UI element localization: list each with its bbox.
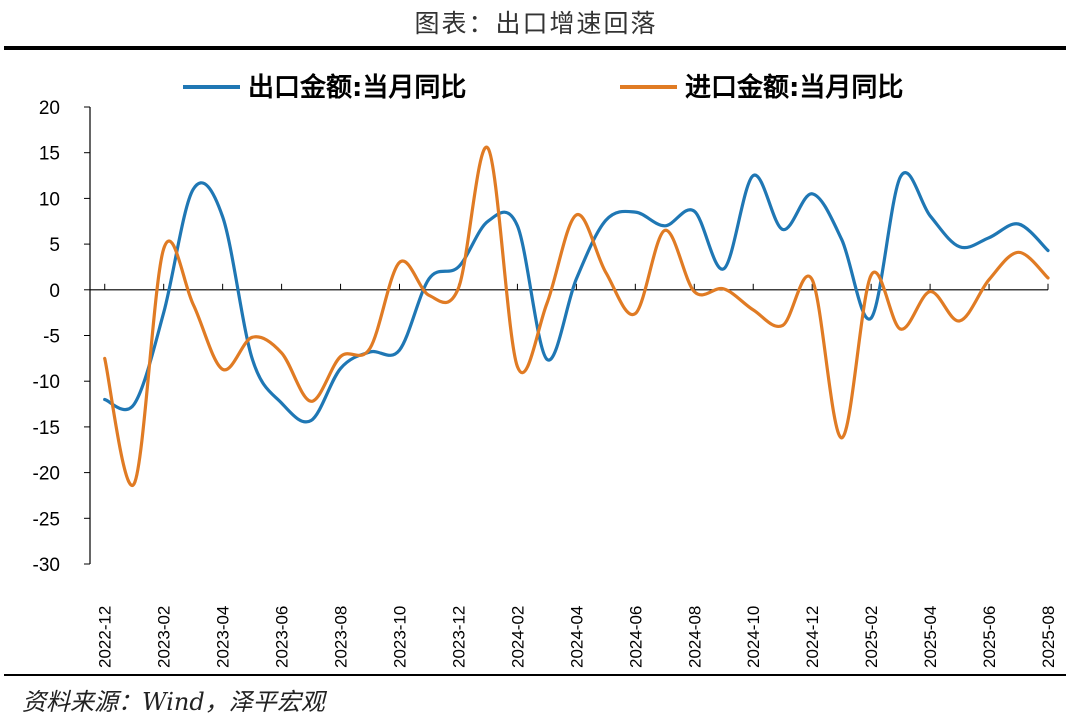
x-axis-ticks: 2022-12 2023-02 2023-04 2023-06 2023-08 2023-… <box>96 283 1058 668</box>
chart-legend: 出口金额:当月同比 进口金额:当月同比 <box>183 72 903 103</box>
y-tick-label: 20 <box>39 98 60 119</box>
x-tick-label: 2024-12 <box>803 606 822 668</box>
x-tick-label: 2023-12 <box>449 606 468 668</box>
x-tick-label: 2025-02 <box>862 606 881 668</box>
x-tick-label: 2024-08 <box>685 606 704 668</box>
x-tick-label: 2025-06 <box>980 606 999 668</box>
y-tick-label: 5 <box>49 235 60 256</box>
x-tick-label: 2024-04 <box>567 606 586 668</box>
x-tick-label: 2023-08 <box>332 606 351 668</box>
x-tick-label: 2023-04 <box>214 606 233 668</box>
x-tick-label: 2023-10 <box>391 606 410 668</box>
x-tick-label: 2022-12 <box>96 606 115 668</box>
chart-axes <box>89 107 1048 564</box>
x-tick-label: 2024-10 <box>744 606 763 668</box>
bottom-rule <box>4 674 1066 676</box>
x-tick-label: 2024-06 <box>626 606 645 668</box>
x-tick-label: 2023-02 <box>155 606 174 668</box>
y-tick-label: 10 <box>39 189 60 210</box>
top-rule <box>4 46 1066 50</box>
x-tick-label: 2025-08 <box>1039 606 1058 668</box>
y-tick-label: -25 <box>33 509 60 530</box>
legend-label-export: 出口金额:当月同比 <box>248 72 466 103</box>
y-tick-label: -5 <box>43 327 60 348</box>
y-tick-label: 15 <box>39 144 60 165</box>
y-tick-label: -30 <box>33 555 60 576</box>
x-tick-label: 2025-04 <box>921 606 940 668</box>
y-tick-label: -10 <box>33 372 60 393</box>
chart-series <box>103 145 1050 488</box>
legend-label-import: 进口金额:当月同比 <box>685 72 903 103</box>
source-note: 资料来源：Wind，泽平宏观 <box>22 688 325 716</box>
x-tick-label: 2024-02 <box>508 606 527 668</box>
page-title: 图表：出口增速回落 <box>414 9 658 38</box>
y-tick-label: 0 <box>49 281 60 302</box>
y-tick-label: -15 <box>33 418 60 439</box>
export-series-line <box>103 171 1050 424</box>
import-series-line <box>103 145 1050 488</box>
x-tick-label: 2023-06 <box>273 606 292 668</box>
y-tick-label: -20 <box>33 464 60 485</box>
y-axis-ticks: 20 15 10 5 0 -5 -10 -15 -20 -25 -30 <box>33 98 90 576</box>
